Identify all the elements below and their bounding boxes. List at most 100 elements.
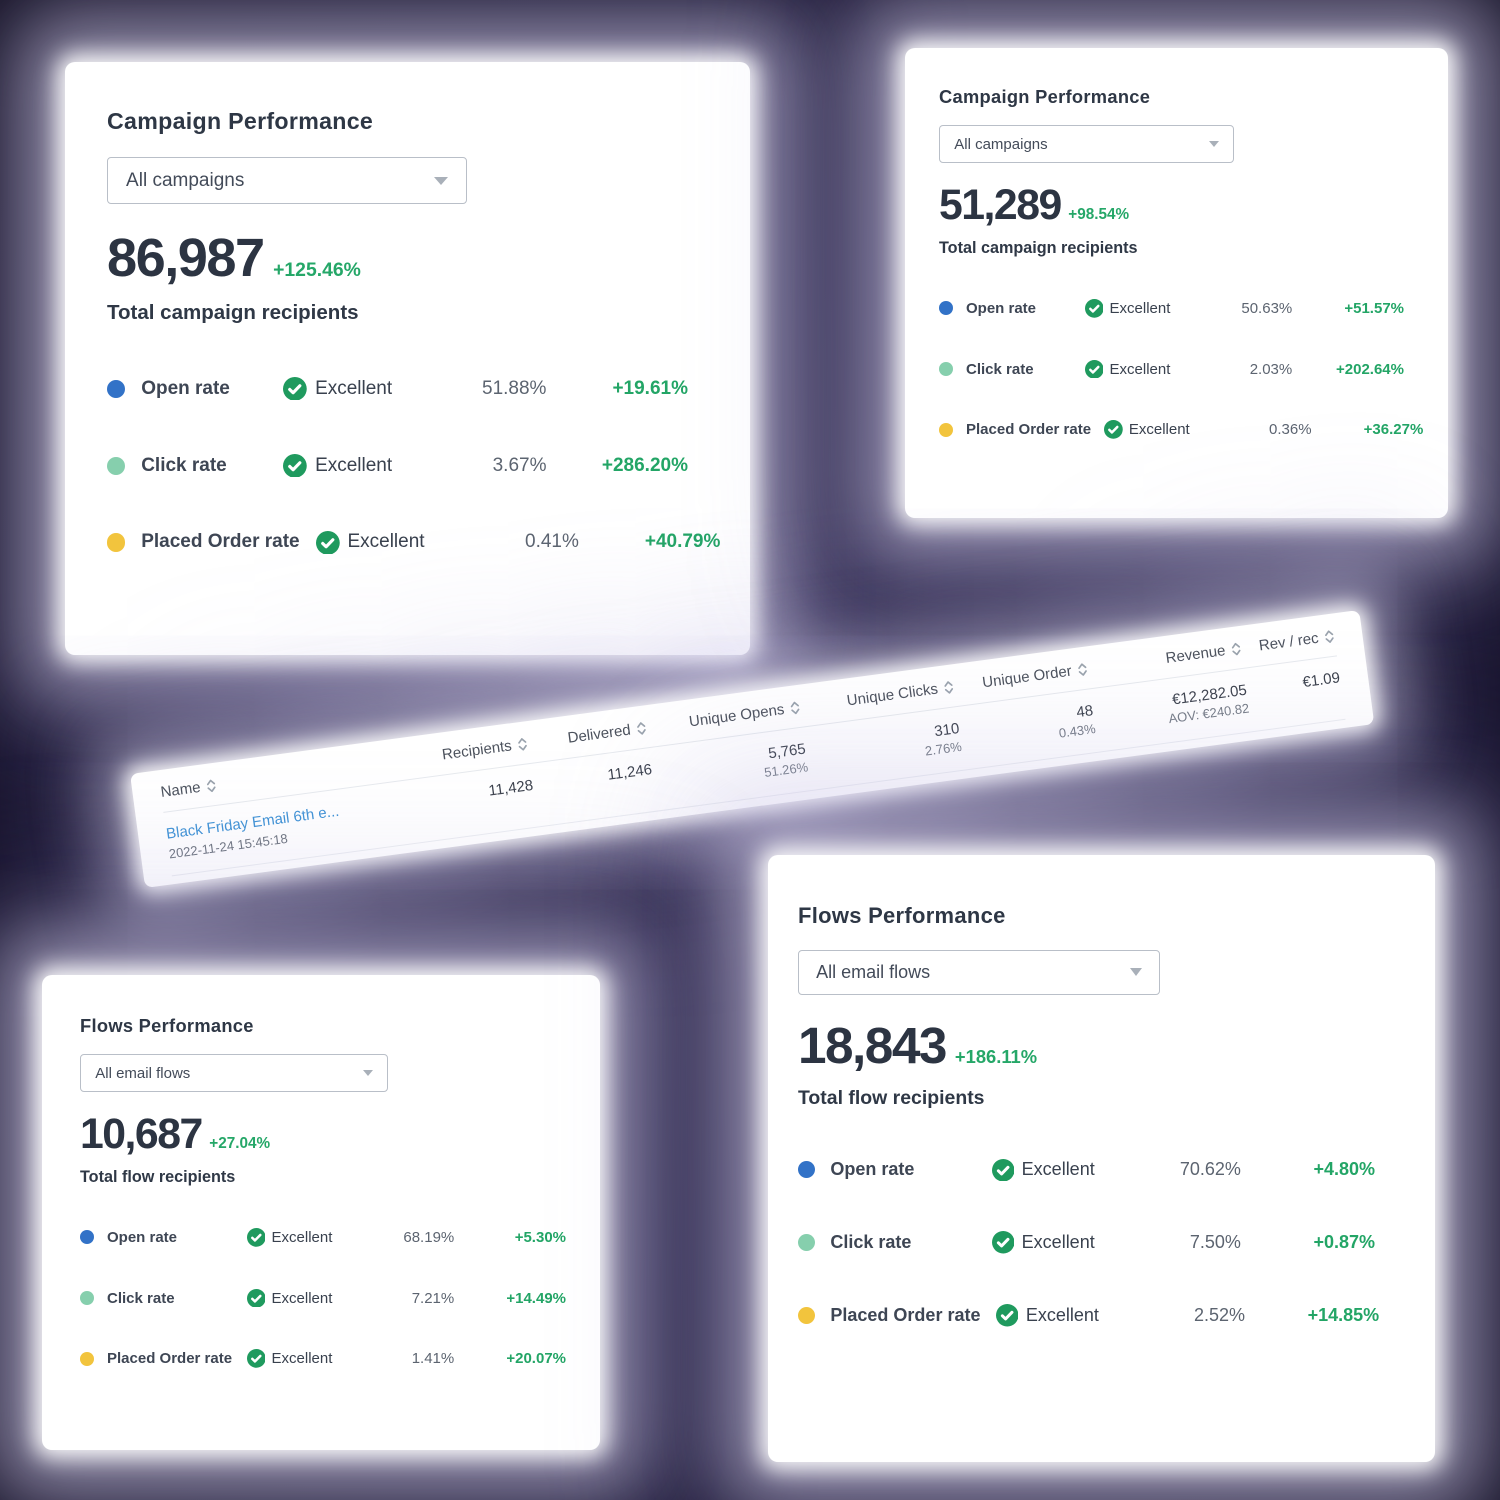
campaign-filter-dropdown[interactable]: All campaigns (939, 125, 1234, 163)
campaign-performance-card-1: Campaign Performance All campaigns 86,98… (65, 62, 750, 655)
status-badge: Excellent (995, 1304, 1142, 1327)
recipients-cell: 11,428 (418, 777, 537, 828)
metric-delta: +286.20% (601, 454, 688, 476)
campaign-filter-dropdown[interactable]: All campaigns (107, 156, 467, 205)
sort-icon (637, 722, 646, 735)
metric-value: 2.52% (1194, 1305, 1246, 1326)
open-rate-dot-icon (798, 1161, 816, 1179)
metric-row-open-rate: Open rate Excellent 51.88% +19.61% (107, 376, 688, 401)
metric-label: Click rate (107, 1289, 175, 1307)
check-circle-icon (246, 1288, 266, 1308)
metric-delta: +14.49% (506, 1289, 566, 1307)
column-label: Unique Order (981, 662, 1073, 692)
column-header-revenue[interactable]: Revenue (1086, 640, 1242, 677)
total-recipients-label: Total campaign recipients (939, 239, 1138, 258)
unique-order-cell: 48 0.43% (958, 702, 1097, 756)
column-header-recipients[interactable]: Recipients (412, 735, 528, 767)
metric-delta: +20.07% (506, 1350, 566, 1368)
total-recipients: 51,289 +98.54% (939, 181, 1404, 230)
total-recipients-delta: +125.46% (273, 259, 361, 282)
metric-value: 7.50% (1189, 1232, 1241, 1253)
total-recipients: 86,987 +125.46% (107, 227, 688, 289)
column-header-rev-per-rec[interactable]: Rev / rec (1240, 628, 1335, 657)
chevron-down-icon (1208, 141, 1219, 147)
unique-clicks-cell: 310 2.76% (804, 720, 963, 776)
sort-icon (1325, 630, 1334, 643)
status-badge: Excellent (246, 1288, 369, 1308)
check-circle-icon (315, 530, 340, 555)
metric-row-open-rate: Open rate Excellent 70.62% +4.80% (798, 1158, 1375, 1182)
metric-delta: +14.85% (1307, 1305, 1380, 1326)
metric-label: Placed Order rate (966, 421, 1092, 439)
card-title: Flows Performance (798, 903, 1006, 928)
metric-row-click-rate: Click rate Excellent 2.03% +202.64% (939, 359, 1404, 379)
metric-label: Click rate (966, 360, 1034, 378)
sort-icon (1078, 663, 1087, 676)
status-badge: Excellent (1103, 420, 1226, 440)
status-text: Excellent (1109, 360, 1171, 378)
table-header-row: Name Recipients Delivered Unique Opens U… (159, 627, 1338, 813)
column-label: Unique Clicks (845, 680, 939, 710)
metric-label: Placed Order rate (830, 1305, 981, 1326)
placed-order-rate-dot-icon (80, 1351, 95, 1366)
dropdown-selected-value: All email flows (95, 1064, 191, 1082)
status-text: Excellent (315, 454, 393, 476)
check-circle-icon (246, 1227, 266, 1247)
status-badge: Excellent (246, 1227, 369, 1247)
total-recipients-value: 10,687 (80, 1109, 203, 1158)
status-text: Excellent (271, 1350, 333, 1368)
open-rate-dot-icon (939, 301, 954, 316)
check-circle-icon (991, 1231, 1015, 1254)
click-rate-dot-icon (939, 361, 954, 377)
metric-delta: +51.57% (1344, 299, 1404, 317)
column-header-unique-clicks[interactable]: Unique Clicks (799, 678, 955, 715)
flow-filter-dropdown[interactable]: All email flows (80, 1054, 388, 1092)
check-circle-icon (991, 1158, 1015, 1182)
status-badge: Excellent (991, 1231, 1138, 1254)
metric-delta: +0.87% (1313, 1232, 1375, 1253)
column-header-unique-order[interactable]: Unique Order (953, 661, 1089, 696)
metric-row-click-rate: Click rate Excellent 7.50% +0.87% (798, 1231, 1375, 1254)
metric-label: Open rate (141, 377, 230, 399)
metric-row-placed-order-rate: Placed Order rate Excellent 2.52% +14.85… (798, 1304, 1379, 1327)
column-header-delivered[interactable]: Delivered (526, 719, 647, 752)
flows-performance-card-2: Flows Performance All email flows 18,843… (768, 855, 1435, 1462)
metric-row-click-rate: Click rate Excellent 7.21% +14.49% (80, 1288, 566, 1308)
total-recipients: 18,843 +186.11% (798, 1016, 1375, 1075)
status-badge: Excellent (283, 376, 437, 401)
column-header-name[interactable]: Name (160, 750, 415, 801)
metric-label: Open rate (830, 1159, 915, 1180)
metric-list: Open rate Excellent 68.19% +5.30% Click … (80, 1227, 566, 1369)
open-rate-dot-icon (80, 1230, 95, 1245)
total-recipients-label: Total flow recipients (80, 1168, 236, 1187)
dropdown-selected-value: All campaigns (954, 135, 1048, 153)
metric-label: Click rate (830, 1232, 912, 1253)
check-circle-icon (283, 453, 308, 478)
placed-order-rate-dot-icon (939, 422, 954, 437)
total-recipients-label: Total flow recipients (798, 1086, 985, 1109)
metric-value: 0.41% (525, 531, 579, 553)
total-recipients-value: 51,289 (939, 180, 1062, 229)
column-header-unique-opens[interactable]: Unique Opens (645, 699, 801, 736)
check-circle-icon (1084, 359, 1104, 379)
card-title: Campaign Performance (107, 108, 374, 134)
metric-list: Open rate Excellent 70.62% +4.80% Click … (798, 1158, 1379, 1327)
status-badge: Excellent (1084, 359, 1207, 379)
total-recipients-delta: +186.11% (954, 1046, 1038, 1068)
click-rate-dot-icon (798, 1234, 816, 1252)
flow-filter-dropdown[interactable]: All email flows (798, 949, 1160, 995)
metric-row-open-rate: Open rate Excellent 50.63% +51.57% (939, 298, 1404, 318)
metric-label: Open rate (107, 1228, 178, 1246)
sort-icon (1231, 642, 1241, 656)
total-recipients-value: 86,987 (107, 228, 265, 289)
click-rate-dot-icon (107, 456, 126, 475)
metric-value: 70.62% (1179, 1159, 1241, 1180)
metric-value: 50.63% (1241, 299, 1293, 317)
column-label: Recipients (441, 737, 513, 764)
metric-value: 51.88% (482, 377, 547, 399)
metric-label: Open rate (966, 299, 1037, 317)
unique-opens-cell: 5,765 51.26% (651, 740, 809, 796)
metric-row-placed-order-rate: Placed Order rate Excellent 1.41% +20.07… (80, 1349, 566, 1369)
metric-value: 7.21% (411, 1289, 455, 1307)
metric-label: Placed Order rate (107, 1350, 233, 1368)
